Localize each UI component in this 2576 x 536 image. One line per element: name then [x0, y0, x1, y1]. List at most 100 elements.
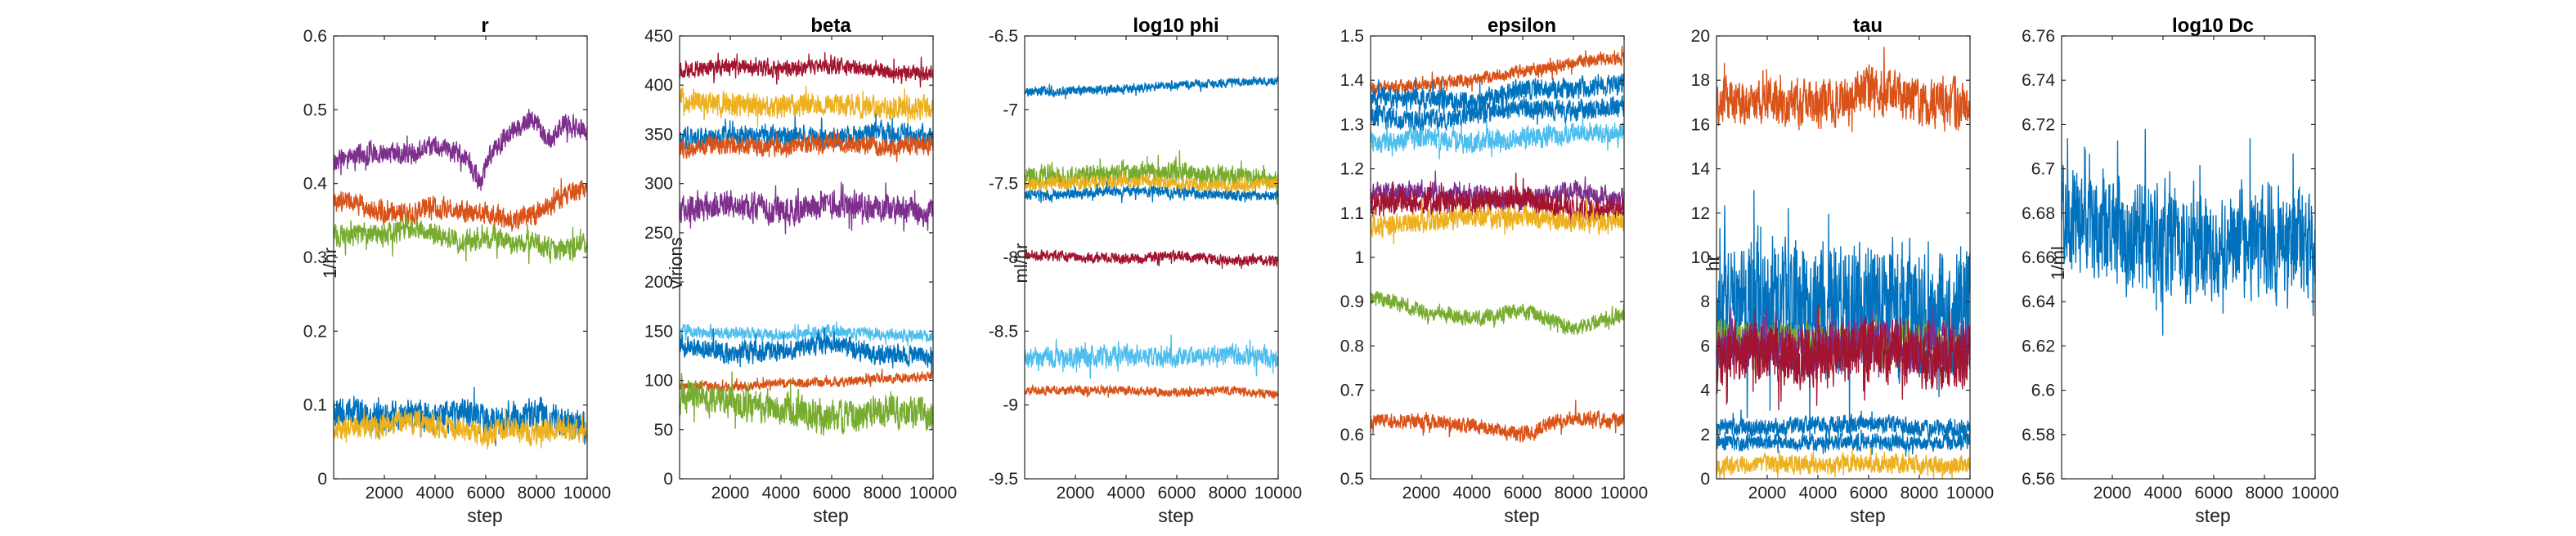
subplot-title: r	[481, 15, 489, 37]
series-line	[1716, 305, 1971, 411]
y-tick-label: 6.58	[2022, 426, 2055, 444]
x-tick-label: 4000	[2144, 484, 2183, 502]
y-tick-label: 0.7	[1340, 382, 1364, 400]
y-tick-label: -8	[1003, 248, 1018, 267]
y-tick-label: 150	[644, 322, 673, 341]
x-axis-label: step	[2195, 505, 2231, 526]
y-tick-label: 1	[1354, 248, 1364, 267]
y-tick-label: 18	[1691, 71, 1710, 90]
y-tick-label: -8.5	[989, 322, 1018, 341]
x-tick-label: 8000	[864, 484, 902, 502]
y-tick-label: 100	[644, 372, 673, 391]
series-line	[679, 371, 934, 436]
y-tick-label: -9.5	[989, 470, 1018, 489]
x-tick-label: 2000	[1057, 484, 1095, 502]
x-tick-label: 10000	[909, 484, 957, 502]
y-tick-label: 6.56	[2022, 470, 2055, 489]
series-line	[679, 51, 934, 88]
y-tick-label: 4	[1700, 382, 1710, 400]
x-tick-label: 4000	[1453, 484, 1492, 502]
y-tick-label: 0.2	[303, 322, 327, 341]
x-tick-label: 2000	[366, 484, 404, 502]
x-tick-label: 8000	[1555, 484, 1593, 502]
y-tick-label: -9	[1003, 396, 1018, 415]
x-tick-label: 6000	[2195, 484, 2233, 502]
x-axis-label: step	[813, 505, 849, 526]
x-tick-label: 10000	[1600, 484, 1648, 502]
subplot-epsilon: epsilon 2000 4000 6000 8000 10000 0.5 0.6 0.7 0.…	[1309, 0, 1735, 536]
y-tick-label: -6.5	[989, 27, 1018, 46]
axes-frame	[679, 35, 934, 480]
y-tick-label: 0.5	[303, 100, 327, 119]
y-tick-label: 1.3	[1340, 115, 1364, 134]
series-line	[679, 130, 934, 163]
plot-area: 2000 4000 6000 8000 10000 6.56 6.58 6.6 6.62 6.64…	[2022, 27, 2339, 502]
series-line	[1716, 47, 1971, 133]
y-tick-label: 14	[1691, 160, 1711, 179]
series-line	[1024, 181, 1279, 203]
x-axis-label: step	[467, 505, 503, 526]
series-line	[1370, 291, 1625, 335]
y-tick-label: 1.5	[1340, 27, 1364, 46]
plot-area: 2000 4000 6000 8000 10000 0.5 0.6 0.7 0.8 0.9 1 1.1…	[1340, 27, 1648, 502]
y-tick-label: 1.2	[1340, 160, 1364, 179]
y-tick-label: 0.4	[303, 175, 328, 194]
y-tick-label: 0.6	[1340, 426, 1364, 444]
y-tick-label: 0.8	[1340, 337, 1364, 355]
series-line	[1370, 198, 1625, 244]
x-tick-label: 10000	[563, 484, 611, 502]
x-tick-label: 6000	[467, 484, 505, 502]
y-tick-label: 6	[1700, 337, 1710, 355]
series-line	[1716, 409, 1971, 443]
y-tick-label: 350	[644, 125, 673, 144]
series-line	[1716, 447, 1971, 480]
subplot-log10-phi: log10 phi ml/hr 2000 4000 6000 8000 10000 -9.…	[963, 0, 1389, 536]
y-tick-label: 400	[644, 76, 673, 95]
series-line	[679, 85, 934, 128]
y-tick-label: 6.64	[2022, 293, 2055, 311]
y-tick-label: 8	[1700, 293, 1710, 311]
y-tick-label: 6.68	[2022, 204, 2055, 223]
x-tick-label: 2000	[1748, 484, 1787, 502]
y-tick-label: -7	[1003, 100, 1018, 119]
subplot-title: epsilon	[1487, 15, 1556, 37]
series-line	[333, 213, 588, 265]
y-tick-label: 6.76	[2022, 27, 2055, 46]
subplot-title: log10 phi	[1133, 15, 1219, 37]
plot-area: 2000 4000 6000 8000 10000 0 0.1 0.2 0.3 0.4 0.5 0.6	[303, 27, 611, 502]
y-tick-label: 6.6	[2031, 382, 2055, 400]
x-tick-label: 2000	[1402, 484, 1441, 502]
y-tick-label: 300	[644, 175, 673, 194]
y-tick-label: 0.9	[1340, 293, 1364, 311]
y-tick-label: 6.7	[2031, 160, 2055, 179]
y-tick-label: 6.74	[2022, 71, 2055, 90]
x-axis-label: step	[1504, 505, 1540, 526]
series-line	[333, 408, 588, 450]
series-line	[1370, 95, 1625, 141]
series-line	[333, 386, 588, 447]
x-axis-label: step	[1158, 505, 1194, 526]
x-tick-label: 8000	[2246, 484, 2284, 502]
subplot-tau: tau hr 2000 4000 6000 8000 10000 0 2 4 6 8 10 12 14 1…	[1655, 0, 2080, 536]
series-line	[1370, 172, 1625, 228]
y-tick-label: 0.6	[303, 27, 327, 46]
y-tick-label: 0	[317, 470, 327, 489]
y-tick-label: 16	[1691, 115, 1710, 134]
x-tick-label: 10000	[1254, 484, 1302, 502]
series-line	[1716, 427, 1971, 457]
series-line	[679, 181, 934, 234]
y-tick-label: 1.4	[1340, 71, 1365, 90]
series-line	[679, 327, 934, 379]
x-tick-label: 4000	[1107, 484, 1146, 502]
x-tick-label: 6000	[1158, 484, 1196, 502]
y-tick-label: 50	[654, 421, 673, 440]
plot-area: 2000 4000 6000 8000 10000 -9.5 -9 -8.5 -8 -7.5 -7 -…	[989, 27, 1302, 502]
y-tick-label: 20	[1691, 27, 1710, 46]
y-tick-label: 10	[1691, 248, 1710, 267]
x-tick-label: 2000	[2094, 484, 2132, 502]
y-tick-label: 0	[663, 470, 673, 489]
x-tick-label: 8000	[518, 484, 556, 502]
series-line	[2061, 128, 2316, 336]
plot-area: 2000 4000 6000 8000 10000 0 2 4 6 8 10 12 14 16 18 20	[1691, 27, 1995, 502]
